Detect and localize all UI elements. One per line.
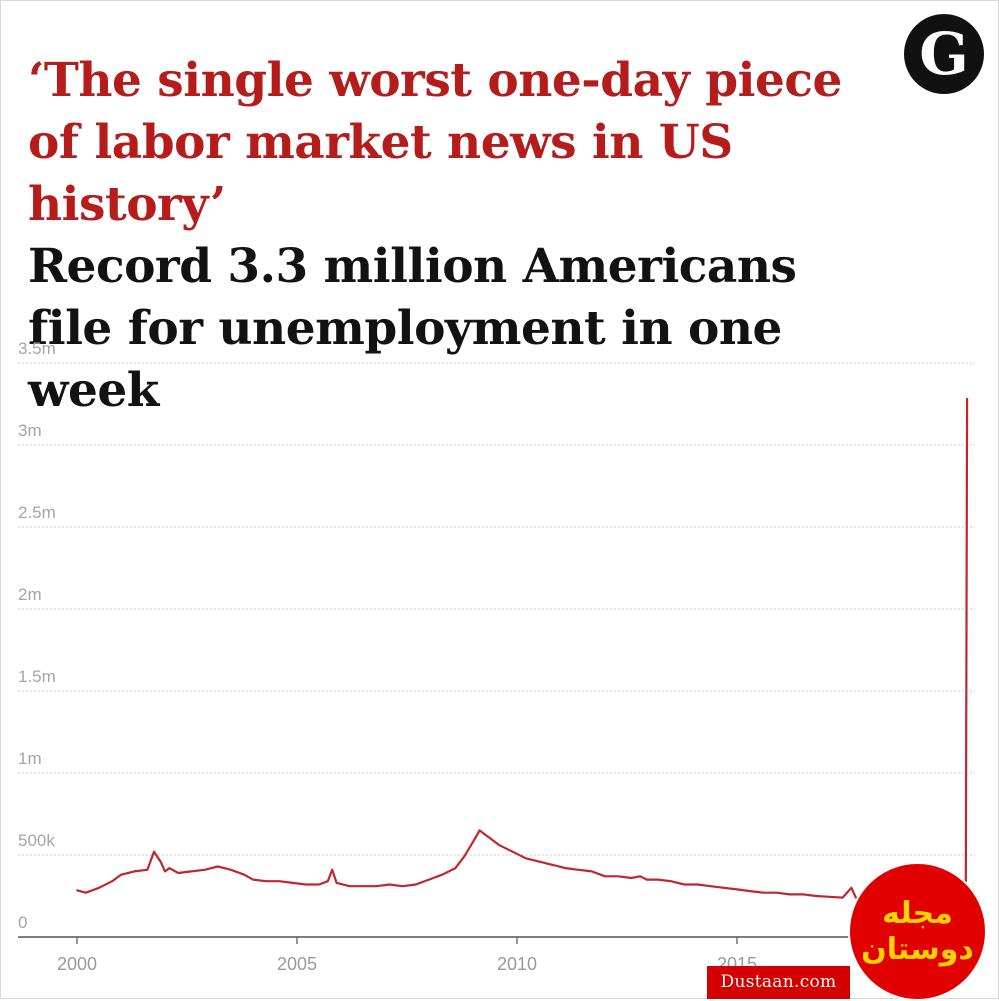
data-point [722,886,725,889]
data-point [120,873,122,876]
data-point [590,870,593,873]
chart-title: ‘The single worst one-day piece of labor… [28,53,842,232]
data-point [511,850,514,853]
data-point [630,877,633,879]
data-point [216,865,219,868]
data-point [762,891,765,894]
data-point [111,880,114,883]
data-point [454,867,457,869]
data-point [564,867,567,869]
data-point [98,886,100,889]
data-point [318,883,320,886]
data-point [815,895,818,897]
data-point [164,870,166,873]
data-point [489,837,492,840]
data-point [76,889,78,892]
data-point [709,885,712,888]
y-tick-label: 3m [18,421,42,440]
data-point [335,882,338,884]
x-tick-label: 2005 [277,954,317,974]
watermark-mark-text: مجله دوستان [861,896,974,967]
data-point [736,888,738,891]
y-tick-label: 3.5m [18,339,56,358]
logo-letter: G [919,20,969,88]
data-point [348,885,351,888]
data-point [802,893,804,896]
data-point [483,832,485,835]
data-point [84,891,87,894]
data-point [153,850,155,853]
y-tick-label: 1m [18,749,42,768]
data-point [414,883,417,886]
data-point [362,885,364,888]
data-point [683,883,686,886]
data-point [617,875,620,878]
data-point [388,883,391,886]
data-point [696,883,699,886]
watermark-site-label: Dustaan.com [707,966,850,999]
data-point [428,878,430,881]
data-point [775,891,778,894]
data-point [326,880,329,883]
data-point [331,868,334,871]
data-point [278,880,281,883]
data-point [159,860,162,863]
y-tick-label: 2.5m [18,503,56,522]
data-point [304,883,307,886]
data-point [190,870,193,873]
data-point [291,882,294,884]
data-point [230,868,232,871]
data-point [401,885,404,888]
data-point [788,893,791,896]
data-point [551,863,554,866]
data-point [252,878,254,881]
data-point [265,880,268,883]
data-point [243,873,246,876]
data-point [203,868,206,871]
y-tick-label: 2m [18,585,42,604]
watermark-site-text: Dustaan.com [720,972,837,992]
data-point [645,878,648,881]
data-point [168,867,171,869]
data-point [639,875,642,878]
y-axis-labels: 3.5m 3m 2.5m 2m 1.5m 1m 500k 0 [18,339,56,932]
data-point [524,857,527,860]
watermark-logo-icon: مجله دوستان [848,862,987,1001]
data-point [498,844,501,847]
x-axis-ticks: 2000 2005 2010 2015 [57,937,757,974]
data-point [604,875,606,878]
data-point [177,872,180,874]
data-point [656,878,659,881]
data-point [146,868,149,871]
data-point [749,890,752,892]
data-point [577,868,580,871]
data-point [841,896,844,899]
gridlines [18,362,975,856]
data-point [538,860,540,863]
guardian-logo-icon: G [904,14,984,94]
data-point [828,895,831,898]
chart-headline: ‘The single worst one-day piece of labor… [28,50,848,422]
data-point [472,841,474,843]
data-point [441,873,444,876]
data-point [850,886,853,889]
data-point [478,829,481,832]
data-point [463,855,466,858]
series-group [76,397,969,904]
data-point [966,397,968,400]
data-point [670,880,672,883]
y-tick-label: 1.5m [18,667,56,686]
series-line [76,398,969,904]
x-tick-label: 2000 [57,954,97,974]
data-point [375,885,378,888]
chart-subtitle: Record 3.3 million Americans file for un… [28,239,797,418]
y-tick-label: 500k [18,831,55,850]
data-point [133,870,136,873]
y-tick-label: 0 [18,913,27,932]
x-tick-label: 2010 [497,954,537,974]
